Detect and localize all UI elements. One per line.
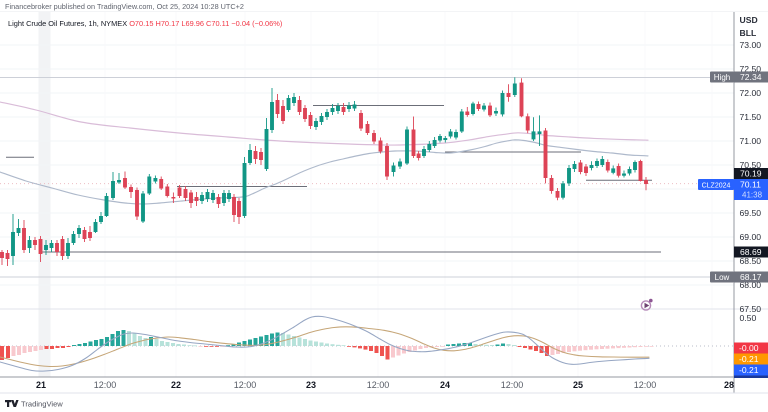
svg-text:69.50: 69.50 [740,208,762,218]
svg-text:High: High [714,73,730,82]
svg-text:22: 22 [171,380,181,390]
svg-text:28: 28 [724,380,734,390]
svg-text:41:38: 41:38 [742,191,763,200]
svg-text:0.50: 0.50 [740,313,757,323]
svg-text:69.00: 69.00 [740,232,762,242]
svg-text:70.50: 70.50 [740,160,762,170]
svg-text:72.34: 72.34 [740,72,762,82]
svg-text:TradingView: TradingView [21,400,63,409]
svg-text:68.50: 68.50 [740,256,762,266]
svg-text:-0.21: -0.21 [739,365,759,375]
svg-text:68.17: 68.17 [740,272,762,282]
svg-text:-0.00: -0.00 [739,343,759,353]
svg-text:USD: USD [740,15,758,25]
svg-text:72.00: 72.00 [740,88,762,98]
svg-text:68.69: 68.69 [740,247,762,257]
svg-text:24: 24 [440,380,450,390]
svg-text:71.00: 71.00 [740,136,762,146]
svg-text:12:00: 12:00 [634,380,657,390]
svg-text:25: 25 [573,380,583,390]
svg-text:Low: Low [715,273,730,282]
svg-text:67.50: 67.50 [740,304,762,314]
svg-text:70.11: 70.11 [740,180,761,190]
svg-text:72.50: 72.50 [740,64,762,74]
svg-text:23: 23 [306,380,316,390]
svg-text:70.19: 70.19 [740,169,762,179]
svg-text:68.00: 68.00 [740,280,762,290]
svg-text:21: 21 [36,380,46,390]
svg-text:12:00: 12:00 [94,380,117,390]
svg-text:12:00: 12:00 [367,380,390,390]
svg-text:BLL: BLL [740,28,757,38]
svg-text:Financebroker published on Tra: Financebroker published on TradingView.c… [5,2,244,11]
svg-text:-0.21: -0.21 [739,354,759,364]
svg-text:CLZ2024: CLZ2024 [702,183,731,190]
svg-text:12:00: 12:00 [501,380,524,390]
svg-text:71.50: 71.50 [740,112,762,122]
svg-text:12:00: 12:00 [234,380,257,390]
svg-text:Light Crude Oil Futures, 1h, N: Light Crude Oil Futures, 1h, NYMEX O70.1… [8,19,282,28]
svg-text:73.00: 73.00 [740,40,762,50]
